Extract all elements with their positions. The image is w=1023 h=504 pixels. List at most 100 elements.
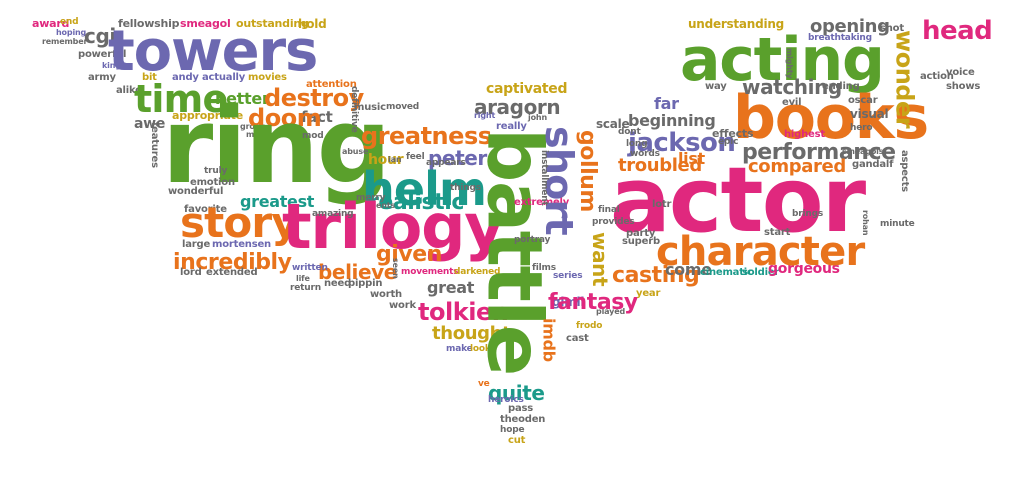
word-wonder: wonder <box>890 30 919 129</box>
word-movements: movements <box>401 267 459 277</box>
word-definitive: definitive <box>349 86 360 133</box>
word-start: start <box>764 227 791 238</box>
word-way: way <box>705 81 727 92</box>
word-group: group <box>240 122 266 131</box>
word-seen: seen <box>391 258 401 279</box>
word-troubled: troubled <box>618 155 702 176</box>
word-soldier: soldier <box>742 267 780 278</box>
word-cinematic: cinematic <box>700 267 753 278</box>
word-casting: casting <box>612 263 700 288</box>
word-great: great <box>427 278 475 297</box>
word-watching: watching <box>742 75 842 99</box>
word-darkened: darkened <box>454 267 501 277</box>
word-films: films <box>532 263 556 273</box>
word-year: year <box>636 288 661 299</box>
word-want: want <box>588 232 612 287</box>
word-merry: merry <box>356 193 386 203</box>
word-greatness: greatness <box>361 122 492 150</box>
word-army: army <box>88 72 116 83</box>
word-ian: ian <box>388 155 402 164</box>
word-appropriate: appropriate <box>172 109 243 122</box>
word-large: large <box>182 239 211 250</box>
word-towers: towers <box>108 19 318 84</box>
word-lord: lord <box>180 267 202 278</box>
word-brings: brings <box>792 209 824 219</box>
word-mortensen: mortensen <box>212 239 271 250</box>
word-party: party <box>626 228 656 239</box>
word-truly: truly <box>204 166 228 176</box>
word-jackson: jackson <box>628 128 736 158</box>
word-superb: superb <box>622 236 660 247</box>
word-thought: thought <box>432 323 511 344</box>
word-long: long <box>626 139 648 149</box>
word-music: music <box>354 102 386 113</box>
word-aragorn: aragorn <box>474 95 561 119</box>
word-imdb: imdb <box>539 318 559 362</box>
word-king: king <box>102 61 121 70</box>
word-appears: appears <box>426 158 466 168</box>
word-better: better <box>215 89 270 108</box>
word-cut: cut <box>508 435 526 446</box>
word-character: character <box>656 229 865 275</box>
word-incredibly: incredibly <box>173 250 292 275</box>
word-destroy: destroy <box>264 84 364 112</box>
word-abuse: abuse <box>342 147 369 156</box>
word-tolkien: tolkien <box>418 298 509 326</box>
word-voice: voice <box>946 67 975 78</box>
word-hope: hope <box>500 425 525 435</box>
word-powerful: powerful <box>78 49 127 60</box>
word-compared: compared <box>748 156 846 177</box>
word-written: written <box>292 263 328 273</box>
word-trilogy: trilogy <box>282 190 505 263</box>
word-actor: actor <box>610 148 866 253</box>
word-shows: shows <box>946 81 981 92</box>
word-breathtaking: breathtaking <box>808 33 872 43</box>
word-pass: pass <box>508 403 534 414</box>
word-installment: installment <box>539 150 550 206</box>
word-frodo: frodo <box>576 321 603 331</box>
word-ending: ending <box>822 81 860 92</box>
word-wonderful: wonderful <box>168 186 224 197</box>
word-moment: moment <box>246 130 283 139</box>
word-come: come <box>665 260 712 279</box>
word-story: story <box>180 198 299 247</box>
word-fellowship: fellowship <box>118 17 180 30</box>
word-acting: acting <box>680 25 885 95</box>
word-highest: highest <box>784 129 825 140</box>
word-final: final <box>598 205 620 215</box>
word-extended: extended <box>206 267 258 278</box>
word-really: really <box>496 121 527 132</box>
word-given: given <box>376 242 443 267</box>
word-quite: quite <box>488 381 545 405</box>
word-epic: epic <box>718 137 739 147</box>
word-awe: awe <box>134 116 166 132</box>
word-john: john <box>528 113 547 122</box>
word-need: need <box>324 278 352 289</box>
word-things: things <box>450 183 481 193</box>
word-effects: effects <box>712 127 754 140</box>
word-life: life <box>296 274 310 283</box>
word-scale: scale <box>596 117 630 131</box>
word-opening: opening <box>810 16 890 37</box>
word-alike: alike <box>116 85 142 96</box>
word-hold: hold <box>298 17 327 31</box>
word-right: right <box>474 111 496 120</box>
word-gorgeous: gorgeous <box>768 261 840 277</box>
word-award: award <box>32 17 70 30</box>
word-gandalf: gandalf <box>852 159 894 170</box>
word-greatest: greatest <box>240 192 315 211</box>
word-lotr: lotr <box>652 199 672 210</box>
word-cast: cast <box>566 333 589 344</box>
word-fantasy: fantasy <box>548 290 638 315</box>
word-cgi: cgi <box>84 24 116 48</box>
word-make: make <box>446 344 473 354</box>
word-remember: remember <box>42 37 88 46</box>
word-realistic: realistic <box>368 190 464 215</box>
word-believe: believe <box>318 260 397 284</box>
word-actually: actually <box>202 72 246 83</box>
word-provides: provides <box>592 217 635 227</box>
word-words: words <box>630 149 660 159</box>
word-extremely: extremely <box>514 197 570 208</box>
word-series: series <box>553 271 583 281</box>
